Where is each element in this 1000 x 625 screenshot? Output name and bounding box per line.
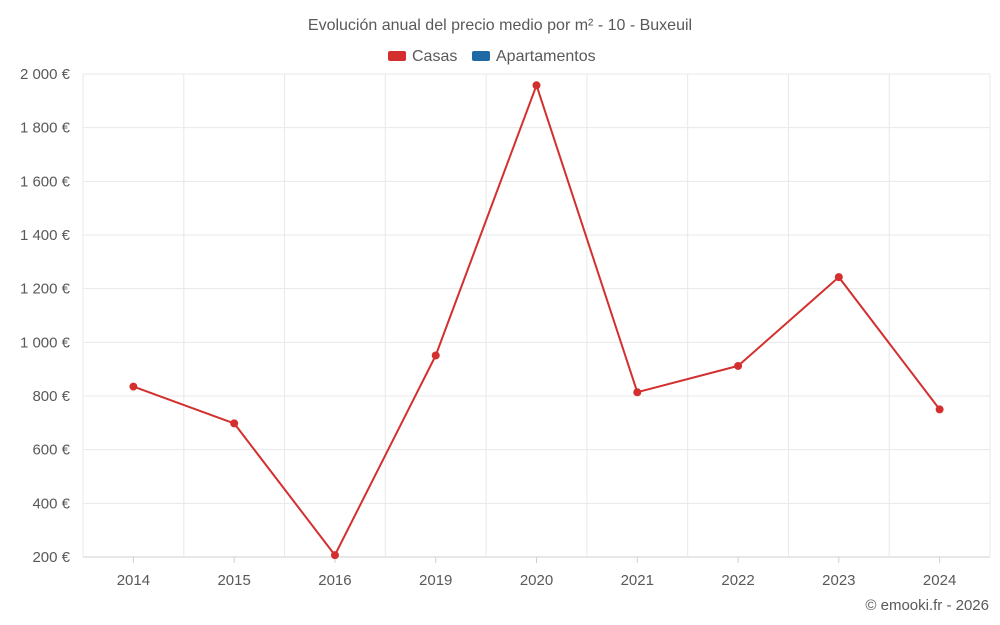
x-tick-label: 2015 [217, 572, 250, 589]
y-tick-label: 1 200 € [20, 281, 71, 298]
y-tick-label: 1 800 € [20, 120, 71, 137]
x-tick-label: 2019 [419, 572, 452, 589]
legend-item-casas[interactable]: Casas [388, 48, 457, 65]
y-tick-label: 2 000 € [20, 66, 71, 83]
x-axis: 2014 2015 2016 2019 2020 2021 2022 2023 2024 [117, 557, 956, 589]
y-axis: 200 € 400 € 600 € 800 € 1 000 € 1 200 € 1 400 … [20, 66, 71, 566]
legend: Casas Apartamentos [388, 48, 596, 65]
data-point[interactable] [532, 81, 541, 90]
x-tick-label: 2024 [923, 572, 956, 589]
y-tick-label: 1 000 € [20, 334, 71, 351]
data-point[interactable] [633, 388, 642, 397]
y-tick-label: 600 € [32, 442, 70, 459]
y-tick-label: 800 € [32, 388, 70, 405]
legend-label-apartamentos: Apartamentos [496, 48, 596, 65]
chart-title: Evolución anual del precio medio por m² … [308, 17, 692, 34]
data-point[interactable] [129, 382, 138, 391]
legend-swatch-apartamentos [472, 51, 490, 61]
x-tick-label: 2016 [318, 572, 351, 589]
y-tick-label: 1 600 € [20, 173, 71, 190]
x-tick-label: 2021 [621, 572, 654, 589]
data-point[interactable] [230, 419, 239, 428]
x-tick-label: 2014 [117, 572, 150, 589]
y-tick-label: 1 400 € [20, 227, 71, 244]
series-line-casas [133, 84, 941, 557]
x-tick-label: 2023 [822, 572, 855, 589]
data-point[interactable] [734, 361, 743, 370]
data-point[interactable] [834, 273, 843, 282]
credit-text: © emooki.fr - 2026 [865, 597, 989, 614]
data-point[interactable] [431, 351, 440, 360]
y-tick-label: 400 € [32, 495, 70, 512]
legend-label-casas: Casas [412, 48, 457, 65]
x-tick-label: 2020 [520, 572, 553, 589]
grid [82, 73, 991, 558]
y-tick-label: 200 € [32, 549, 70, 566]
legend-swatch-casas [388, 51, 406, 61]
legend-item-apartamentos[interactable]: Apartamentos [472, 48, 596, 65]
data-point[interactable] [935, 405, 944, 414]
data-point[interactable] [330, 551, 339, 560]
series-casas [129, 81, 944, 560]
x-tick-label: 2022 [721, 572, 754, 589]
